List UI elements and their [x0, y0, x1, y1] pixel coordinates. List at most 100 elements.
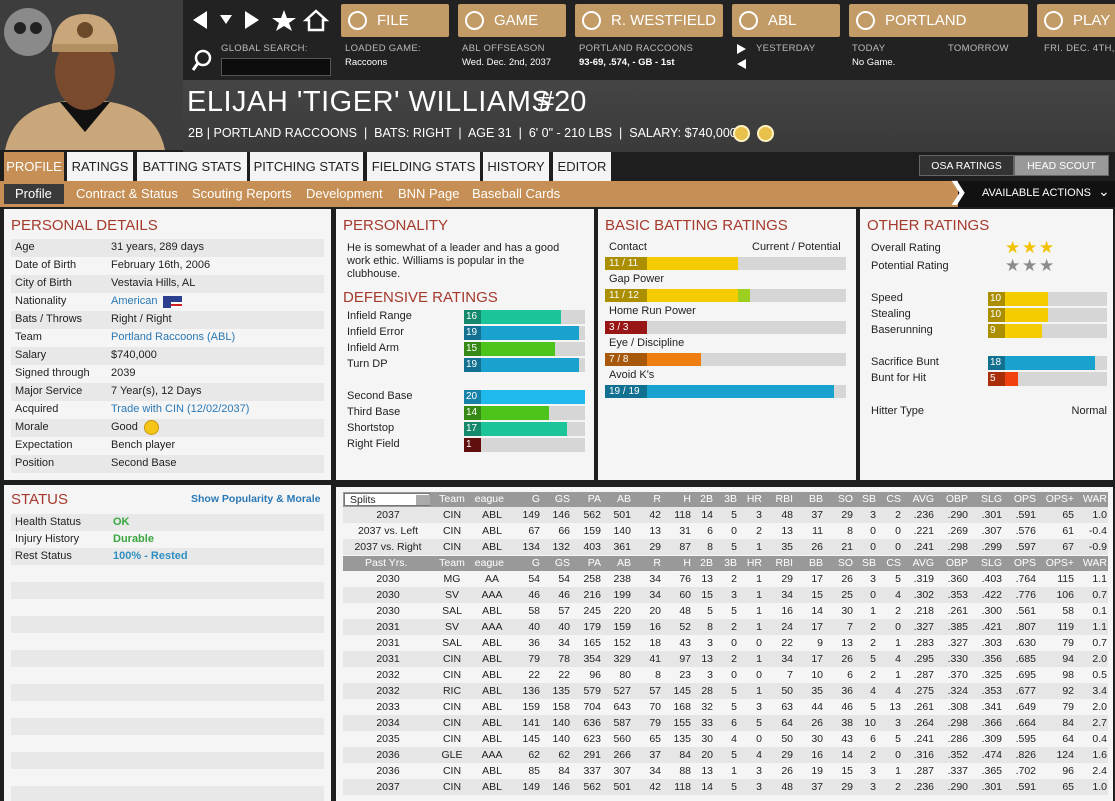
- stat-cell: 31: [679, 525, 691, 537]
- split-select-arrow[interactable]: [416, 495, 430, 505]
- day-arrows[interactable]: [735, 42, 749, 72]
- rating-toggle-label[interactable]: HEAD SCOUT: [1027, 160, 1096, 172]
- rating-toggle[interactable]: HEAD SCOUT: [1014, 155, 1109, 176]
- menu-button[interactable]: ABL: [732, 4, 840, 37]
- header-cell: HR: [746, 557, 762, 569]
- tab[interactable]: EDITOR: [553, 152, 611, 181]
- menu-label[interactable]: FILE: [377, 12, 409, 29]
- menu-label[interactable]: R. WESTFIELD: [611, 12, 717, 29]
- tab-label[interactable]: RATINGS: [71, 159, 129, 174]
- menu-icon: [856, 11, 875, 30]
- rating-value: 7 / 8: [609, 354, 629, 365]
- menu-label[interactable]: GAME: [494, 12, 539, 29]
- subtab[interactable]: BNN Page: [398, 186, 460, 201]
- stat-cell: 17: [811, 573, 823, 585]
- menu-button[interactable]: PORTLAND: [849, 4, 1028, 37]
- star: ★: [1005, 238, 1021, 257]
- tab-label[interactable]: HISTORY: [487, 159, 545, 174]
- tab[interactable]: PITCHING STATS: [250, 152, 363, 181]
- tab-label[interactable]: PROFILE: [6, 159, 62, 174]
- status-label: Injury History: [15, 533, 80, 545]
- split-select[interactable]: Splits: [344, 493, 430, 506]
- menu-button[interactable]: PLAY: [1037, 4, 1115, 37]
- stat-cell: 2031: [376, 621, 400, 633]
- rating-bar-track: [988, 372, 1107, 386]
- nav-icons[interactable]: [190, 8, 335, 34]
- stat-cell: 26: [781, 765, 793, 777]
- menu-icon: [739, 11, 758, 30]
- status-link[interactable]: Show Popularity & Morale: [191, 493, 321, 505]
- header-cell: SB: [861, 557, 876, 569]
- menu-button[interactable]: FILE: [341, 4, 449, 37]
- tab[interactable]: HISTORY: [483, 152, 549, 181]
- menu-label[interactable]: ABL: [768, 12, 797, 29]
- stat-cell: 0: [895, 525, 901, 537]
- available-actions[interactable]: AVAILABLE ACTIONS: [982, 187, 1092, 199]
- stat-cell: 30: [811, 733, 823, 745]
- search-icon[interactable]: [190, 48, 215, 74]
- tab-label[interactable]: EDITOR: [557, 159, 607, 174]
- stat-cell: 19: [811, 765, 823, 777]
- rating-toggle[interactable]: OSA RATINGS: [919, 155, 1014, 176]
- tab-label[interactable]: FIELDING STATS: [371, 159, 476, 174]
- split-select-label[interactable]: Splits: [350, 494, 376, 506]
- stat-cell: .290: [947, 781, 968, 793]
- stat-cell: 48: [781, 781, 793, 793]
- stat-cell: .307: [981, 525, 1002, 537]
- stat-cell: 636: [583, 717, 601, 729]
- detail-value[interactable]: American: [111, 295, 158, 307]
- tab[interactable]: BATTING STATS: [137, 152, 247, 181]
- tab[interactable]: PROFILE: [4, 152, 64, 181]
- stat-cell: 199: [613, 589, 631, 601]
- stat-cell: 579: [583, 685, 601, 697]
- subtab[interactable]: Contract & Status: [76, 186, 178, 201]
- stat-cell: .283: [913, 637, 934, 649]
- header-cell: CS: [886, 493, 901, 505]
- stat-cell: ABL: [482, 701, 502, 713]
- header-cell: RBI: [775, 557, 793, 569]
- rating-value: 17: [466, 423, 478, 434]
- detail-value[interactable]: Trade with CIN (12/02/2037): [111, 403, 250, 415]
- header-cell: WAR: [1082, 493, 1107, 505]
- stat-cell: 704: [583, 701, 601, 713]
- stat-cell: 1.0: [1092, 781, 1107, 793]
- stat-cell: 2: [895, 509, 901, 521]
- tab-label[interactable]: BATTING STATS: [142, 159, 242, 174]
- ratings-header: Current / Potential: [752, 241, 841, 253]
- detail-value: Right / Right: [111, 313, 172, 325]
- rating-value: 11 / 11: [609, 258, 639, 269]
- subtab[interactable]: Development: [306, 186, 383, 201]
- stat-cell: 8: [707, 621, 713, 633]
- subtab[interactable]: Profile: [15, 186, 52, 201]
- stat-cell: 13: [781, 525, 793, 537]
- menu-button[interactable]: GAME: [458, 4, 566, 37]
- stat-cell: CIN: [442, 717, 462, 729]
- stat-cell: 52: [679, 621, 691, 633]
- tab[interactable]: RATINGS: [67, 152, 133, 181]
- rating-toggle-label[interactable]: OSA RATINGS: [931, 160, 1002, 172]
- menu-label[interactable]: PORTLAND: [885, 12, 967, 29]
- tab-label[interactable]: PITCHING STATS: [253, 159, 360, 174]
- search-input[interactable]: [221, 58, 331, 76]
- header-cell: SO: [837, 493, 853, 505]
- header-cell: HR: [746, 493, 762, 505]
- tab[interactable]: FIELDING STATS: [367, 152, 480, 181]
- stat-cell: 62: [558, 749, 570, 761]
- header-cell: SLG: [980, 493, 1002, 505]
- subtab[interactable]: Baseball Cards: [472, 186, 561, 201]
- rating-value: 10: [990, 293, 1002, 304]
- rating-label: Hitter Type: [871, 405, 924, 417]
- stat-cell: .591: [1015, 509, 1036, 521]
- row-stripe: [11, 582, 324, 599]
- menu-button[interactable]: R. WESTFIELD: [575, 4, 723, 37]
- stat-cell: .597: [1015, 541, 1036, 553]
- menu-label[interactable]: PLAY: [1073, 12, 1111, 29]
- header-cell: 2B: [700, 493, 713, 505]
- stat-cell: .385: [947, 621, 968, 633]
- detail-value[interactable]: Portland Raccoons (ABL): [111, 331, 236, 343]
- stat-cell: 124: [1056, 749, 1074, 761]
- subtab[interactable]: Scouting Reports: [192, 186, 292, 201]
- stat-cell: 96: [589, 669, 601, 681]
- stat-cell: 145: [522, 733, 540, 745]
- header-cell: AB: [616, 493, 631, 505]
